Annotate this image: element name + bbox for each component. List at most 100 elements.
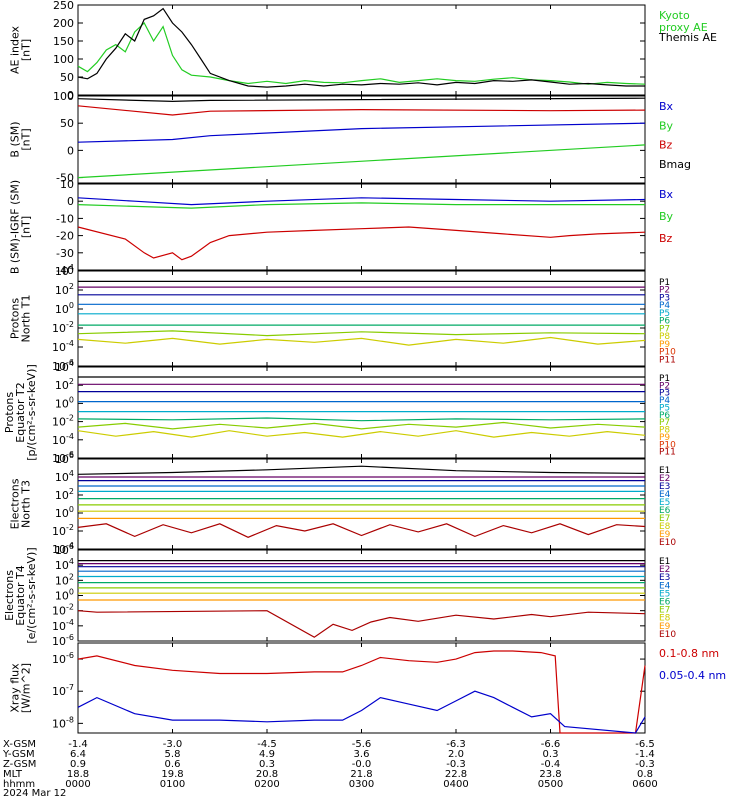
orbit-value: 22.8 (445, 769, 467, 780)
orbit-value: 18.8 (67, 769, 89, 780)
legend-item: E3 (659, 573, 670, 583)
legend-item: E2 (659, 474, 670, 484)
orbit-value: 0600 (632, 779, 657, 790)
y-axis-label: Protons (9, 298, 22, 339)
y-axis-label: Equator T2 (14, 382, 27, 442)
y-axis-label: [nT] (20, 39, 33, 61)
panel-eeq: 10-610-410-2100102104106ElectronsEquator… (3, 542, 676, 648)
legend-item: P5 (659, 403, 670, 413)
y-tick-label: 102 (55, 282, 74, 297)
orbit-value: 0200 (254, 779, 279, 790)
y-tick-label: 150 (53, 35, 74, 48)
legend-item: By (659, 210, 674, 223)
orbit-value: 4.9 (259, 749, 275, 760)
orbit-value: 0500 (538, 779, 563, 790)
y-tick-label: 10-6 (52, 633, 74, 648)
orbit-value: -0.3 (635, 759, 655, 770)
legend-item: P1 (659, 278, 670, 288)
series-p8 (77, 336, 646, 346)
y-axis-label: Equator T4 (14, 565, 27, 625)
legend-item: P7 (659, 418, 670, 428)
y-tick-label: 10-6 (52, 358, 74, 373)
y-tick-label: 104 (55, 557, 74, 572)
y-tick-label: 100 (55, 505, 74, 520)
legend-item: P8 (659, 426, 670, 436)
y-tick-label: 0 (67, 144, 74, 157)
series-themis-ae (77, 7, 645, 88)
orbit-value: 20.8 (256, 769, 278, 780)
legend-item: Bmag (659, 158, 691, 171)
orbit-value: 0300 (349, 779, 374, 790)
orbit-value: 21.8 (350, 769, 372, 780)
orbit-value: 6.4 (70, 749, 86, 760)
orbit-value: -6.3 (446, 739, 466, 750)
legend-item: Bx (659, 188, 674, 201)
orbit-value: -3.0 (163, 739, 183, 750)
y-tick-label: 10-6 (52, 651, 74, 666)
y-tick-label: 50 (60, 71, 74, 84)
orbit-value: -5.6 (352, 739, 372, 750)
orbit-value: 0.9 (70, 759, 86, 770)
y-tick-label: -50 (56, 172, 74, 185)
legend-item: 0.05-0.4 nm (659, 669, 726, 682)
legend-item: E6 (659, 598, 671, 608)
legend-item: E1 (659, 557, 670, 567)
series-0-05-0-4-nm (77, 690, 646, 734)
legend-item: 0.1-0.8 nm (659, 647, 719, 660)
panel-frame (77, 183, 646, 271)
series-p7 (77, 421, 646, 430)
series-e1 (77, 465, 646, 475)
orbit-value: -6.6 (541, 739, 561, 750)
series-bz (77, 105, 646, 116)
y-tick-label: 104 (55, 359, 74, 374)
series-kyoto-proxy-ae (77, 22, 646, 85)
series-bx (77, 197, 646, 206)
legend-item: P11 (659, 448, 676, 458)
y-tick-label: -40 (56, 264, 74, 277)
y-tick-label: 10-8 (52, 715, 74, 730)
orbit-value: -0.4 (541, 759, 561, 770)
panel-bsm: -50 0 50 100 B (SM)[nT] Bx By Bz Bmag (9, 90, 692, 185)
orbit-value: -0.3 (446, 759, 466, 770)
legend-item: P4 (659, 396, 670, 406)
y-tick-label: -20 (56, 230, 74, 243)
y-tick-label: 100 (55, 301, 74, 316)
legend-item: P10 (659, 348, 676, 358)
series-e10 (77, 610, 646, 638)
y-tick-label: 100 (55, 588, 74, 603)
y-tick-label: 10-4 (52, 432, 74, 447)
y-tick-label: 10-2 (52, 414, 74, 429)
legend-item: Bz (659, 232, 673, 245)
legend-item: E8 (659, 522, 671, 532)
panel-frame (77, 642, 646, 734)
y-axis-label: B (SM)-IGRF (SM) (9, 180, 22, 274)
legend-item: P3 (659, 293, 670, 303)
y-tick-label: 100 (55, 395, 74, 410)
legend-item: P6 (659, 411, 670, 421)
legend-item: P10 (659, 440, 676, 450)
series-p7 (77, 330, 646, 337)
orbit-row-label: Y-GSM (2, 749, 35, 760)
legend-item: E8 (659, 614, 671, 624)
legend-item: Themis AE (658, 31, 717, 44)
legend-item: E10 (659, 538, 676, 548)
y-tick-label: -30 (56, 247, 74, 260)
orbit-value: 2.0 (448, 749, 464, 760)
legend-item: P5 (659, 309, 670, 319)
legend-item: Kyoto (659, 9, 690, 22)
y-tick-label: 10-7 (52, 683, 74, 698)
orbit-value: -6.5 (635, 739, 655, 750)
y-axis-label: Electrons (9, 478, 22, 529)
y-tick-label: 10-2 (52, 523, 74, 538)
orbit-value: -4.5 (257, 739, 277, 750)
y-axis-label: North T1 (20, 295, 33, 343)
y-axis-label: [p/(cm²-s-sr-keV)] (25, 364, 38, 461)
orbit-value: 0.8 (637, 769, 653, 780)
y-axis-label: [W/m^2] (20, 663, 33, 713)
legend-item: E4 (659, 490, 671, 500)
orbit-value: 0000 (65, 779, 90, 790)
orbit-value: 0100 (160, 779, 185, 790)
y-tick-label: 10-4 (52, 618, 74, 633)
